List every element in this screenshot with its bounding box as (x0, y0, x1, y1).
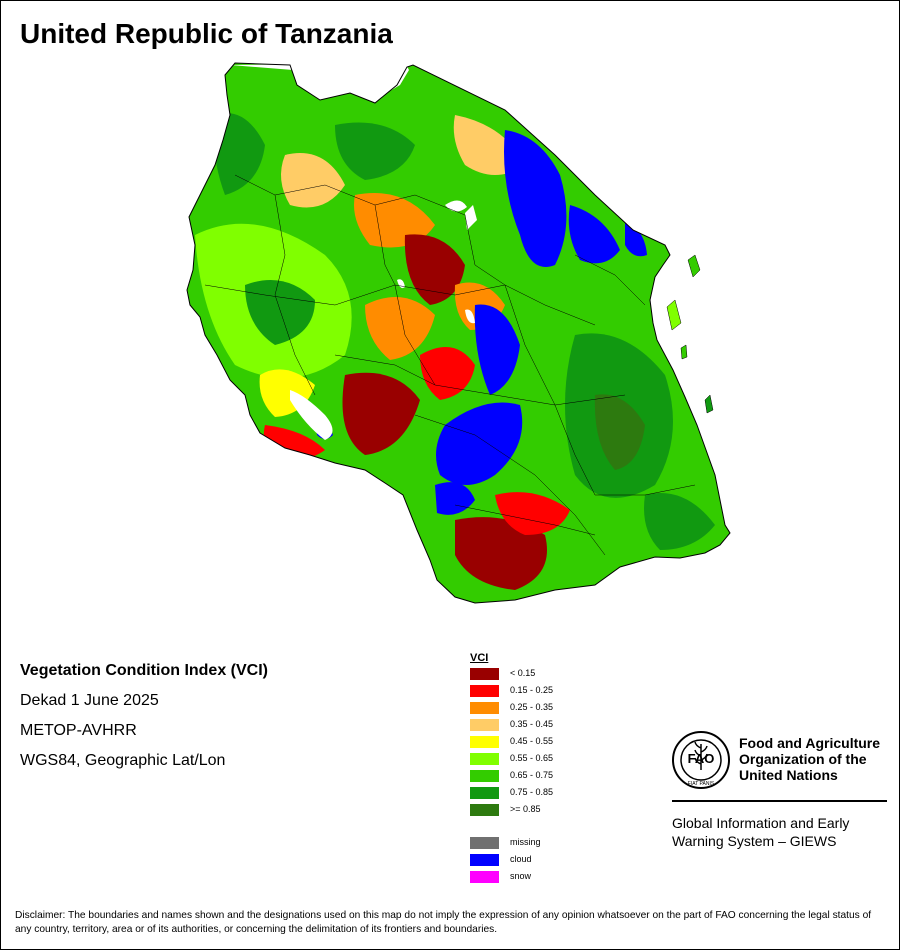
legend-label: cloud (510, 854, 532, 864)
sensor-label: METOP-AVHRR (20, 722, 137, 739)
logo-acronym: FAO (688, 751, 715, 766)
legend-label: 0.65 - 0.75 (510, 770, 554, 780)
legend-item: 0.45 - 0.55 (470, 734, 553, 751)
legend-swatch (470, 854, 499, 866)
legend-item: 0.65 - 0.75 (470, 768, 553, 785)
legend-swatch (470, 804, 499, 816)
disclaimer: Disclaimer: The boundaries and names sho… (15, 910, 872, 935)
admin-boundaries (204, 174, 696, 556)
legend-swatch (470, 668, 499, 680)
legend-classes: < 0.15 0.15 - 0.25 0.25 - 0.35 0.35 - 0.45 0… (470, 666, 553, 819)
legend-title: VCI (470, 652, 489, 664)
legend-item: >= 0.85 (470, 802, 541, 819)
divider (672, 800, 887, 802)
org-name-line3: United Nations (739, 767, 838, 783)
legend-item: 0.55 - 0.65 (470, 751, 553, 768)
legend-item: cloud (470, 852, 532, 869)
fao-logo-icon: FAO FIAT PANIS (672, 731, 730, 789)
legend-label: missing (510, 837, 541, 847)
legend-item: 0.25 - 0.35 (470, 700, 553, 717)
giews-name: Global Information and Early Warning Sys… (672, 814, 849, 850)
legend-swatch (470, 685, 499, 697)
product-name: Vegetation Condition Index (VCI) (20, 662, 268, 679)
vci-raster (187, 63, 730, 603)
legend-label: snow (510, 871, 532, 881)
legend-label: 0.55 - 0.65 (510, 753, 554, 763)
legend-swatch (470, 736, 499, 748)
map-info: Vegetation Condition Index (VCI) Dekad 1… (20, 656, 268, 776)
org-name-line1: Food and Agriculture (739, 735, 881, 751)
legend-label: 0.75 - 0.85 (510, 787, 554, 797)
legend-item: snow (470, 869, 531, 886)
legend-swatch (470, 719, 499, 731)
legend-gap (470, 819, 488, 835)
logo-ring-text: FIAT PANIS (688, 781, 715, 787)
legend-swatch (470, 702, 499, 714)
vci-map (186, 62, 731, 604)
vci-legend: VCI < 0.15 0.15 - 0.25 0.25 - 0.35 0.35 - 0… (470, 652, 553, 886)
legend-swatch (470, 837, 499, 849)
legend-item: 0.15 - 0.25 (470, 683, 553, 700)
legend-item: 0.75 - 0.85 (470, 785, 553, 802)
legend-swatch (470, 770, 499, 782)
legend-item: < 0.15 (470, 666, 535, 683)
legend-label: 0.15 - 0.25 (510, 685, 554, 695)
legend-label: 0.25 - 0.35 (510, 702, 554, 712)
legend-item: 0.35 - 0.45 (470, 717, 553, 734)
legend-swatch (470, 871, 499, 883)
giews-line1: Global Information and Early (672, 815, 850, 831)
legend-item: missing (470, 835, 541, 852)
legend-label: 0.45 - 0.55 (510, 736, 554, 746)
org-name: Food and Agriculture Organization of the… (739, 735, 880, 783)
projection-label: WGS84, Geographic Lat/Lon (20, 752, 226, 769)
legend-swatch (470, 753, 499, 765)
legend-label: < 0.15 (510, 668, 536, 678)
giews-line2: Warning System – GIEWS (672, 833, 837, 849)
period-label: Dekad 1 June 2025 (20, 692, 159, 709)
legend-label: 0.35 - 0.45 (510, 719, 554, 729)
legend-swatch (470, 787, 499, 799)
legend-label: >= 0.85 (510, 804, 541, 814)
org-name-line2: Organization of the (739, 751, 867, 767)
legend-extra: missing cloud snow (470, 835, 541, 886)
map-title: United Republic of Tanzania (20, 18, 393, 49)
